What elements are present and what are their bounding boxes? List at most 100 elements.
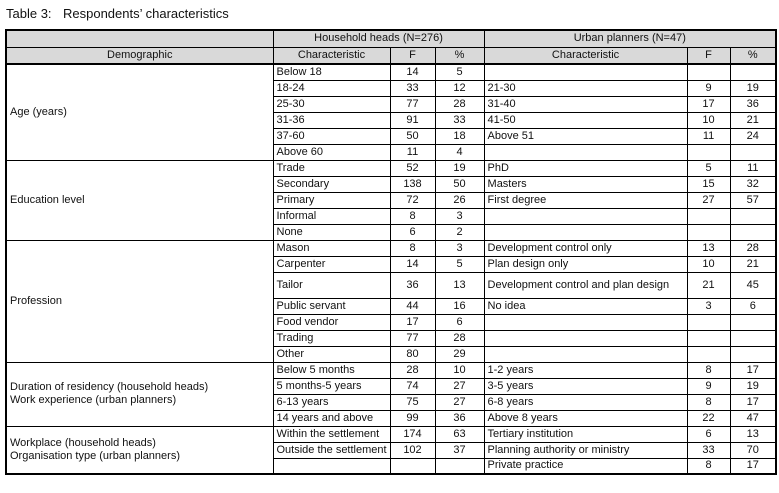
hh-percent-cell: 50: [434, 175, 485, 193]
demographic-cell: Age (years): [5, 63, 274, 161]
demographic-label-line: Organisation type (urban planners): [10, 449, 180, 462]
header-demographic: Demographic: [5, 46, 274, 65]
demographic-label-line: Work experience (urban planners): [10, 394, 177, 406]
hh-percent-cell: 5: [434, 255, 485, 273]
up-frequency-cell: 5: [686, 159, 731, 177]
hh-characteristic-cell: Other: [272, 345, 391, 363]
hh-percent-cell: 26: [434, 191, 485, 209]
hh-frequency-cell: 77: [389, 95, 436, 113]
column-header-row: Demographic Characteristic F % Character…: [5, 46, 777, 65]
up-characteristic-cell: Tertiary institution: [483, 425, 688, 443]
table-row: Private practice 8 17: [6, 457, 777, 475]
up-percent-cell: [729, 329, 777, 347]
up-frequency-cell: [686, 207, 731, 225]
header-up-characteristic: Characteristic: [483, 46, 688, 65]
up-percent-cell: 11: [729, 159, 777, 177]
hh-frequency-cell: 138: [389, 175, 436, 193]
hh-percent-cell: 3: [434, 207, 485, 225]
up-characteristic-cell: First degree: [483, 191, 688, 209]
hh-frequency-cell: 174: [389, 425, 436, 443]
header-hh-percent: %: [434, 46, 485, 65]
hh-percent-cell: 10: [434, 361, 485, 379]
hh-frequency-cell: 44: [389, 297, 436, 315]
hh-percent-cell: 27: [434, 393, 485, 411]
demographic-cell: Duration of residency (household heads) W…: [5, 361, 274, 427]
up-characteristic-cell: [483, 329, 688, 347]
up-frequency-cell: 15: [686, 175, 731, 193]
hh-frequency-cell: [389, 457, 436, 475]
table-row: Public servant 44 16 No idea 3 6: [6, 297, 777, 315]
hh-percent-cell: 27: [434, 377, 485, 395]
table-caption-number: Table 3:: [6, 6, 52, 21]
up-frequency-cell: 21: [686, 271, 731, 299]
up-percent-cell: 13: [729, 425, 777, 443]
hh-percent-cell: 19: [434, 159, 485, 177]
table-row: Carpenter 14 5 Plan design only 10 21: [6, 255, 777, 273]
up-frequency-cell: 27: [686, 191, 731, 209]
up-frequency-cell: 13: [686, 239, 731, 257]
up-characteristic-cell: 21-30: [483, 79, 688, 97]
up-percent-cell: 21: [729, 255, 777, 273]
group-header-row: Household heads (N=276) Urban planners (…: [5, 29, 777, 48]
up-percent-cell: 6: [729, 297, 777, 315]
hh-percent-cell: 28: [434, 329, 485, 347]
demographic-cell: Workplace (household heads) Organisation …: [5, 425, 274, 475]
hh-characteristic-cell: Above 60: [272, 143, 391, 161]
up-frequency-cell: [686, 329, 731, 347]
up-characteristic-cell: Masters: [483, 175, 688, 193]
hh-characteristic-cell: Informal: [272, 207, 391, 225]
up-frequency-cell: 9: [686, 79, 731, 97]
demographic-label-line: Education level: [10, 193, 85, 206]
hh-frequency-cell: 11: [389, 143, 436, 161]
table-row: Profession Mason 8 3 Development control onl…: [5, 239, 777, 363]
hh-characteristic-cell: Public servant: [272, 297, 391, 315]
hh-characteristic-cell: None: [272, 223, 391, 241]
up-percent-cell: 17: [729, 393, 777, 411]
header-empty-cell: [5, 29, 274, 48]
up-frequency-cell: [686, 143, 731, 161]
up-percent-cell: 17: [729, 457, 777, 475]
hh-percent-cell: 12: [434, 79, 485, 97]
up-frequency-cell: 10: [686, 255, 731, 273]
hh-frequency-cell: 52: [389, 159, 436, 177]
up-characteristic-cell: Private practice: [483, 457, 688, 475]
hh-percent-cell: 5: [434, 63, 485, 81]
hh-percent-cell: 28: [434, 95, 485, 113]
hh-characteristic-cell: Within the settlement: [272, 425, 391, 443]
up-percent-cell: 47: [729, 409, 777, 427]
table-row: Food vendor 17 6: [6, 313, 777, 331]
hh-frequency-cell: 102: [389, 441, 436, 459]
hh-frequency-cell: 6: [389, 223, 436, 241]
hh-characteristic-cell: 5 months-5 years: [272, 377, 391, 395]
hh-characteristic-cell: Below 18: [272, 63, 391, 81]
up-frequency-cell: 11: [686, 127, 731, 145]
up-characteristic-cell: Above 51: [483, 127, 688, 145]
up-percent-cell: 70: [729, 441, 777, 459]
hh-characteristic-cell: [272, 457, 391, 475]
table-row: 6-13 years 75 27 6-8 years 8 17: [6, 393, 777, 411]
header-hh-frequency: F: [389, 46, 436, 65]
header-household-heads: Household heads (N=276): [272, 29, 485, 48]
up-characteristic-cell: Planning authority or ministry: [483, 441, 688, 459]
hh-percent-cell: 63: [434, 425, 485, 443]
up-characteristic-cell: Development control only: [483, 239, 688, 257]
table-row: Age (years) Below 18 14 5: [5, 63, 777, 161]
hh-frequency-cell: 99: [389, 409, 436, 427]
up-characteristic-cell: [483, 313, 688, 331]
hh-characteristic-cell: Outside the settlement: [272, 441, 391, 459]
hh-frequency-cell: 28: [389, 361, 436, 379]
hh-frequency-cell: 50: [389, 127, 436, 145]
up-percent-cell: 24: [729, 127, 777, 145]
hh-characteristic-cell: Below 5 months: [272, 361, 391, 379]
up-characteristic-cell: Above 8 years: [483, 409, 688, 427]
up-percent-cell: [729, 207, 777, 225]
hh-characteristic-cell: Trading: [272, 329, 391, 347]
up-characteristic-cell: Plan design only: [483, 255, 688, 273]
up-frequency-cell: 33: [686, 441, 731, 459]
table-row: Secondary 138 50 Masters 15 32: [6, 175, 777, 193]
hh-frequency-cell: 74: [389, 377, 436, 395]
hh-frequency-cell: 8: [389, 239, 436, 257]
hh-percent-cell: 16: [434, 297, 485, 315]
hh-characteristic-cell: 14 years and above: [272, 409, 391, 427]
demographic-label-line: Workplace (household heads): [10, 436, 156, 449]
